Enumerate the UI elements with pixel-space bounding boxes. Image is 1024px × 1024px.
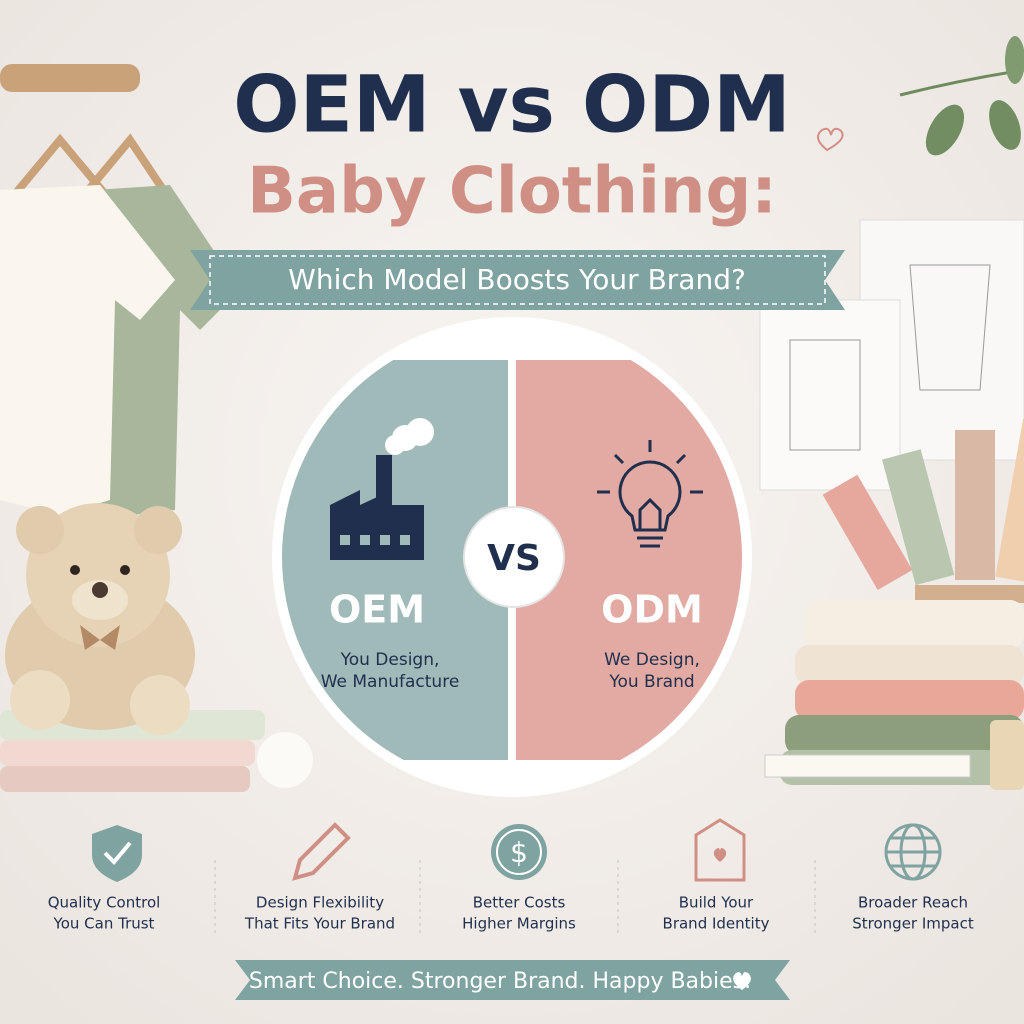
vs-badge (463, 506, 565, 608)
shield-icon-part (103, 841, 132, 865)
shield-icon-part (92, 825, 142, 882)
teddy-bear-decoration-part (80, 625, 120, 650)
lightbulb-icon-part (638, 497, 662, 530)
design-decoration-part (915, 585, 1024, 603)
lightbulb-icon-part (618, 460, 682, 532)
design-decoration-part (955, 430, 995, 580)
feature-text: That Fits Your Brand (244, 915, 395, 933)
feature-text: Better Costs (473, 894, 566, 912)
design-decoration-part (795, 645, 1024, 685)
leaf-decoration-part (925, 104, 965, 156)
dollar-icon-part: $ (510, 836, 528, 869)
feature-text: Higher Margins (462, 915, 576, 933)
odm-line: You Brand (608, 672, 694, 692)
clothes-decoration-part (0, 64, 140, 92)
feature-text: Brand Identity (663, 915, 770, 933)
design-decoration-part (805, 600, 1024, 648)
clothes-decoration (0, 64, 240, 520)
design-decoration-part (789, 339, 861, 451)
features: Quality Control You Can Trust Design Flexi… (48, 894, 974, 933)
factory-icon-part (400, 535, 410, 545)
design-decoration (759, 219, 1024, 790)
clothes-decoration-part (76, 133, 174, 203)
teddy-bear-decoration-part (0, 766, 250, 792)
feature-text: Build Your (679, 894, 754, 912)
globe-icon (884, 823, 942, 881)
footer-heart (733, 972, 751, 990)
teddy-bear-decoration-part (72, 580, 128, 620)
factory-icon-part (385, 435, 405, 455)
pencil-icon-part (292, 822, 351, 881)
teddy-bear-decoration-part (16, 506, 64, 554)
design-decoration-part (822, 474, 913, 590)
lightbulb-icon (597, 440, 703, 548)
banner-stitch (209, 255, 826, 305)
design-decoration-part (990, 720, 1024, 790)
footer-ribbon (235, 960, 790, 1000)
teddy-bear-decoration-part (92, 582, 108, 598)
oem-line: You Design, (340, 650, 440, 670)
dollar-icon: $ (491, 824, 547, 880)
banner-text: Which Model Boosts Your Brand? (288, 263, 746, 296)
banner-ribbon (190, 250, 845, 310)
oem-line: We Manufacture (321, 672, 460, 692)
pencil-icon (292, 822, 351, 881)
teddy-bear-decoration-part (0, 740, 255, 766)
leaf-decoration-part (817, 127, 844, 152)
subtitle: Baby Clothing: (247, 155, 777, 229)
feature-dividers (214, 860, 816, 935)
footer-text: Smart Choice. Stronger Brand. Happy Babi… (249, 969, 751, 994)
odm-line: We Design, (604, 650, 700, 670)
feature-text: Stronger Impact (852, 915, 974, 933)
leaf-decoration (817, 36, 1024, 156)
teddy-bear-decoration-part (70, 565, 80, 575)
feature-text: Design Flexibility (256, 894, 384, 912)
feature-text: You Can Trust (53, 915, 155, 933)
teddy-bear-decoration-part (134, 506, 182, 554)
factory-icon-part (340, 535, 350, 545)
tag-icon-part (713, 848, 727, 862)
odm-half (512, 360, 742, 760)
odm-label: ODM (601, 588, 703, 632)
title: OEM vs ODM (233, 60, 790, 150)
factory-icon-part (380, 535, 390, 545)
factory-icon-part (406, 418, 434, 446)
design-decoration-part (785, 715, 1024, 755)
dollar-icon-part (496, 829, 542, 875)
design-decoration-part (995, 418, 1024, 584)
design-decoration-part (764, 754, 971, 778)
tag-icon (694, 818, 746, 882)
factory-icon-part (360, 535, 370, 545)
factory-icon (330, 418, 434, 560)
teddy-bear-decoration-part (130, 675, 190, 735)
design-decoration-part (882, 449, 955, 586)
feature-text: Broader Reach (858, 894, 968, 912)
vs-text: VS (487, 538, 541, 579)
design-decoration-part (759, 299, 901, 491)
feature-text: Quality Control (48, 894, 161, 912)
lightbulb-icon-part (613, 453, 625, 465)
teddy-bear-decoration-part (10, 670, 70, 730)
teddy-bear-decoration-part (257, 732, 313, 788)
leaf-decoration-part (989, 100, 1021, 150)
clothes-decoration-part (0, 185, 175, 515)
leaf-decoration-part (1005, 36, 1024, 84)
oem-label: OEM (329, 588, 425, 632)
teddy-bear-decoration (0, 503, 313, 792)
design-decoration-part (795, 680, 1024, 720)
shield-icon (92, 825, 142, 882)
tag-icon-part (694, 818, 746, 882)
lightbulb-icon-part (675, 453, 687, 465)
design-decoration-part (909, 264, 991, 391)
teddy-bear-decoration-part (120, 565, 130, 575)
dollar-icon-part (491, 824, 547, 880)
